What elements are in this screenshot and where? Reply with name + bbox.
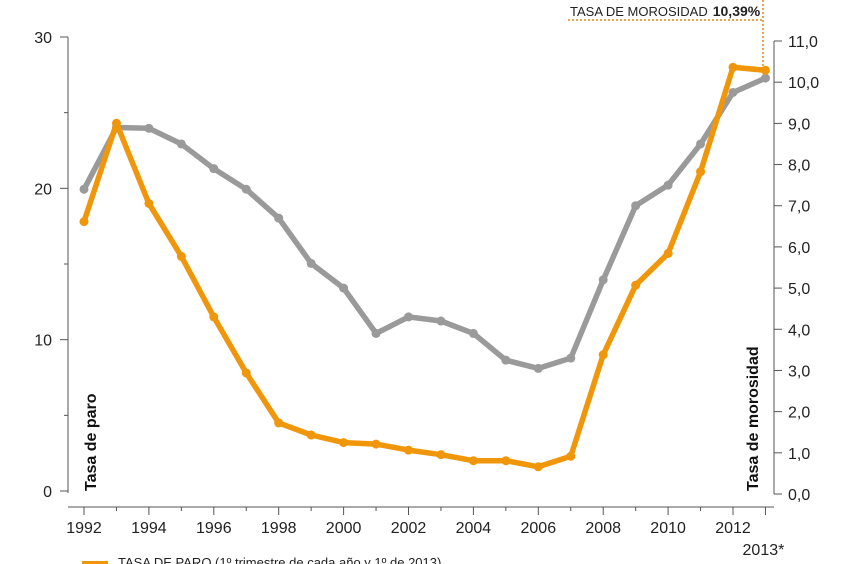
right-tick-label: 1,0: [788, 446, 810, 463]
data-point-paro: [501, 456, 511, 466]
left-tick-label: 20: [34, 181, 52, 198]
data-point-morosidad: [533, 363, 543, 373]
data-point-paro: [209, 312, 219, 322]
left-axis-ticks: 0 10 20 30: [34, 30, 68, 501]
data-point-morosidad: [404, 312, 413, 322]
x-tick-label: 1998: [261, 520, 297, 537]
right-tick-label: 5,0: [788, 281, 810, 298]
left-axis-title: Tasa de paro: [83, 393, 100, 491]
data-point-paro: [79, 217, 89, 227]
data-point-paro: [696, 167, 706, 177]
data-point-paro: [436, 450, 446, 460]
x-tick-label: 2000: [326, 520, 362, 537]
right-tick-label: 10,0: [788, 75, 819, 92]
right-tick-label: 9,0: [788, 116, 810, 133]
x-tick-label: 2004: [456, 520, 492, 537]
left-tick-label: 10: [34, 333, 52, 350]
data-point-paro: [241, 368, 251, 378]
callout-label: TASA DE MOROSIDAD: [570, 4, 708, 19]
data-point-morosidad: [436, 316, 446, 326]
data-point-paro: [274, 418, 284, 428]
right-tick-label: 3,0: [788, 363, 810, 380]
data-point-paro: [760, 65, 770, 75]
data-point-paro: [339, 438, 349, 448]
data-point-morosidad: [176, 139, 186, 149]
series-layer: [79, 62, 770, 472]
right-tick-label: 6,0: [788, 240, 810, 257]
left-tick-label: 30: [34, 30, 52, 47]
callout-value: 10,39%: [713, 3, 761, 19]
data-point-paro: [566, 451, 576, 461]
right-tick-label: 2,0: [788, 405, 810, 422]
data-point-morosidad: [241, 184, 251, 194]
data-point-paro: [144, 198, 154, 208]
x-tick-label: 2010: [650, 520, 686, 537]
data-point-morosidad: [696, 139, 706, 149]
data-point-paro: [598, 350, 608, 360]
series-line-morosidad: [81, 75, 769, 372]
callout-text: TASA DE MOROSIDAD 10,39%: [570, 3, 761, 19]
right-tick-label: 11,0: [788, 34, 818, 51]
data-point-paro: [728, 62, 738, 72]
data-point-morosidad: [144, 123, 154, 133]
left-tick-label: 0: [43, 484, 52, 501]
right-axis-title: Tasa de morosidad: [745, 346, 762, 491]
x-tick-label: 2012: [715, 520, 751, 537]
right-tick-label: 4,0: [788, 322, 810, 339]
x-tick-label-last: 2013*: [743, 542, 785, 559]
x-tick-label: 1996: [196, 520, 232, 537]
right-tick-label: 8,0: [788, 158, 810, 175]
morosidad-callout: TASA DE MOROSIDAD 10,39%: [568, 0, 764, 72]
data-point-paro: [111, 118, 121, 128]
data-point-morosidad: [728, 87, 738, 97]
data-point-morosidad: [501, 355, 511, 365]
series-line-paro: [81, 64, 769, 470]
x-tick-label: 1992: [66, 520, 102, 537]
legend-label-paro: TASA DE PARO (1º trimestre de cada año y…: [118, 555, 441, 564]
legend: TASA DE PARO (1º trimestre de cada año y…: [82, 555, 441, 564]
data-point-paro: [468, 456, 478, 466]
data-point-paro: [631, 280, 641, 290]
data-point-morosidad: [79, 184, 89, 194]
data-point-morosidad: [306, 258, 316, 268]
right-axis-ticks: 0,0 1,0 2,0 3,0 4,0 5,0 6,0 7,0 8,0 9,0 10,0 11,0: [774, 34, 819, 504]
data-point-morosidad: [209, 164, 219, 174]
data-point-paro: [533, 462, 543, 472]
data-point-morosidad: [566, 353, 576, 363]
data-point-paro: [371, 439, 381, 449]
data-point-morosidad: [468, 328, 478, 338]
right-tick-label: 0,0: [788, 487, 810, 504]
right-tick-label: 7,0: [788, 199, 810, 216]
data-point-paro: [306, 430, 316, 440]
x-tick-label: 2008: [585, 520, 621, 537]
data-point-morosidad: [371, 328, 381, 338]
x-tick-label: 2006: [521, 520, 557, 537]
data-point-paro: [404, 445, 413, 455]
x-tick-label: 2002: [391, 520, 427, 537]
data-point-morosidad: [631, 201, 641, 211]
data-point-paro: [663, 248, 673, 258]
x-tick-label: 1994: [131, 520, 167, 537]
data-point-morosidad: [598, 275, 608, 285]
data-point-morosidad: [663, 180, 673, 190]
data-point-morosidad: [274, 213, 284, 223]
data-point-morosidad: [339, 283, 349, 293]
data-point-morosidad: [760, 73, 770, 83]
data-point-paro: [176, 251, 186, 261]
x-axis-ticks: 1992 1994 1996 1998 2000 2002 2004 2006 2008 2010…: [66, 507, 784, 559]
